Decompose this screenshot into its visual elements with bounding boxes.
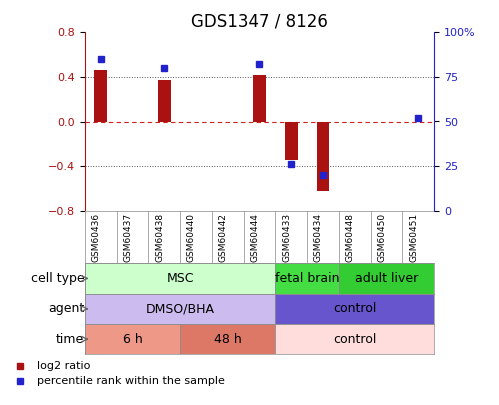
Text: GSM60451: GSM60451 [409,213,418,262]
Text: log2 ratio: log2 ratio [37,360,90,371]
Text: cell type: cell type [30,272,84,285]
Text: GSM60442: GSM60442 [219,213,228,262]
Text: 6 h: 6 h [123,333,142,346]
Text: control: control [333,333,376,346]
Bar [317,122,329,191]
Text: agent: agent [48,302,84,315]
Bar [275,324,434,354]
Text: percentile rank within the sample: percentile rank within the sample [37,376,225,386]
Text: GSM60444: GSM60444 [250,213,259,262]
Bar [85,263,275,294]
Text: GSM60434: GSM60434 [314,213,323,262]
Bar [94,70,107,122]
Text: fetal brain: fetal brain [275,272,339,285]
Text: MSC: MSC [166,272,194,285]
Bar [180,324,275,354]
Text: time: time [56,333,84,346]
Text: adult liver: adult liver [355,272,418,285]
Text: GSM60440: GSM60440 [187,213,196,262]
Bar [275,294,434,324]
Bar [285,122,297,160]
Bar [275,263,339,294]
Bar [158,80,171,122]
Text: control: control [333,302,376,315]
Text: GSM60438: GSM60438 [155,213,164,262]
Bar [339,263,434,294]
Bar [85,324,180,354]
Bar [85,294,275,324]
Title: GDS1347 / 8126: GDS1347 / 8126 [191,13,328,31]
Text: GSM60436: GSM60436 [92,213,101,262]
Text: GSM60450: GSM60450 [378,213,387,262]
Text: DMSO/BHA: DMSO/BHA [146,302,215,315]
Text: GSM60433: GSM60433 [282,213,291,262]
Text: GSM60448: GSM60448 [346,213,355,262]
Bar [253,75,266,122]
Text: GSM60437: GSM60437 [123,213,132,262]
Text: 48 h: 48 h [214,333,242,346]
